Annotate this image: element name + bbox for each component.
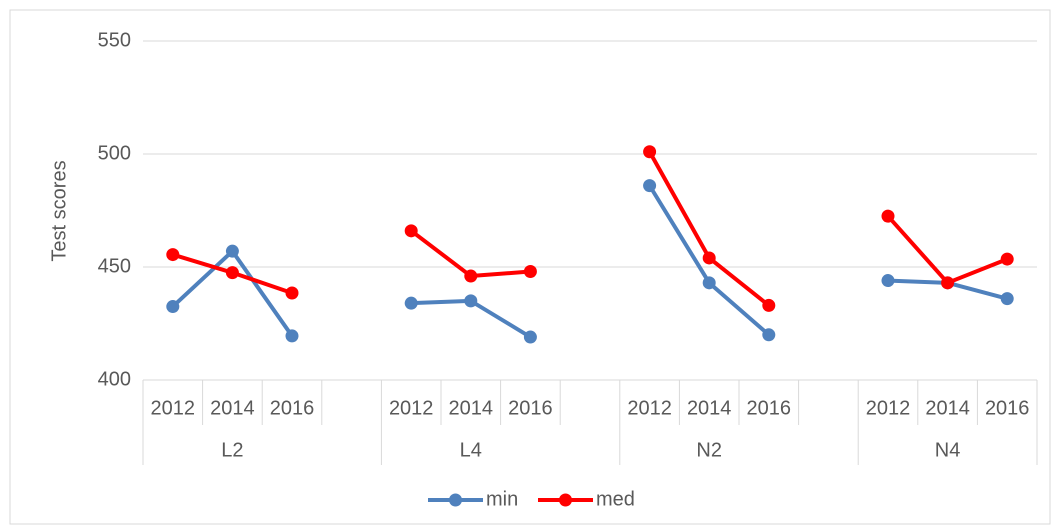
point <box>702 251 716 265</box>
legend-marker <box>449 493 462 507</box>
x-tick-label: 2014 <box>687 397 732 419</box>
legend-label: med <box>596 488 635 510</box>
point <box>225 244 239 258</box>
point <box>523 265 537 279</box>
x-tick-label: 2014 <box>210 397 255 419</box>
point <box>285 286 299 300</box>
point <box>166 248 180 262</box>
group-label: L2 <box>221 439 243 461</box>
legend-marker <box>559 493 572 507</box>
point <box>881 209 895 223</box>
point <box>941 276 955 290</box>
x-tick-label: 2016 <box>985 397 1030 419</box>
x-tick-label: 2016 <box>747 397 792 419</box>
y-tick-label: 400 <box>98 368 131 390</box>
legend-label: min <box>486 488 518 510</box>
point <box>643 145 657 159</box>
group-label: N2 <box>696 439 722 461</box>
y-tick-label: 500 <box>98 142 131 164</box>
point <box>762 298 776 312</box>
point <box>1000 292 1014 306</box>
point <box>404 224 418 238</box>
point <box>225 266 239 280</box>
point <box>643 179 657 193</box>
x-tick-label: 2016 <box>508 397 553 419</box>
point <box>762 328 776 342</box>
y-tick-label: 550 <box>98 29 131 51</box>
x-tick-label: 2012 <box>151 397 196 419</box>
group-label: N4 <box>935 439 961 461</box>
y-tick-label: 450 <box>98 255 131 277</box>
x-tick-label: 2016 <box>270 397 315 419</box>
group-label: L4 <box>460 439 482 461</box>
y-axis-label: Test scores <box>48 160 70 261</box>
x-tick-label: 2014 <box>449 397 494 419</box>
point <box>285 329 299 343</box>
x-tick-label: 2012 <box>866 397 911 419</box>
x-tick-label: 2012 <box>627 397 672 419</box>
point <box>523 330 537 344</box>
x-tick-label: 2014 <box>925 397 970 419</box>
point <box>702 276 716 290</box>
point <box>464 269 478 283</box>
point <box>404 296 418 310</box>
point <box>464 294 478 308</box>
point <box>166 300 180 314</box>
x-tick-label: 2012 <box>389 397 434 419</box>
point <box>1000 252 1014 266</box>
point <box>881 274 895 288</box>
